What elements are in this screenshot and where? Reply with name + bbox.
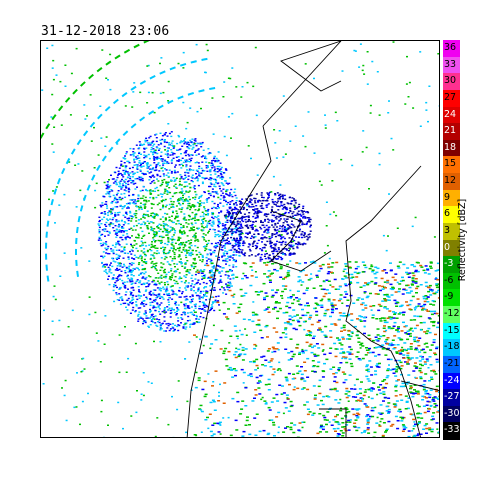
- colorbar-swatch: [443, 422, 460, 440]
- echo-layer: [41, 41, 439, 437]
- colorbar-tick-label: -27: [444, 391, 460, 403]
- colorbar-tick-label: -9: [444, 291, 454, 303]
- colorbar-swatch: [443, 222, 460, 240]
- border-line: [345, 165, 422, 437]
- colorbar-swatch: [443, 239, 460, 257]
- range-ring-arc: [75, 87, 216, 277]
- colorbar-swatch: [443, 289, 460, 307]
- colorbar-swatch: [443, 173, 460, 191]
- colorbar-tick-label: 27: [444, 91, 457, 103]
- colorbar-swatch: [443, 322, 460, 340]
- border-line: [270, 210, 332, 272]
- timestamp: 31-12-2018 23:06: [41, 24, 170, 39]
- colorbar-swatch: [443, 123, 460, 141]
- colorbar-swatch: [443, 89, 460, 107]
- colorbar-swatch: [443, 156, 460, 174]
- colorbar-tick-label: -6: [444, 274, 454, 286]
- colorbar-tick-label: -24: [444, 374, 460, 386]
- colorbar-tick-label: 3: [444, 224, 451, 236]
- colorbar-swatch: [443, 73, 460, 91]
- colorbar-swatch: [443, 106, 460, 124]
- colorbar-swatch: [443, 189, 460, 207]
- colorbar-tick-label: -30: [444, 407, 460, 419]
- colorbar-tick-label: 33: [444, 58, 457, 70]
- colorbar-swatch: [443, 272, 460, 290]
- colorbar-swatch: [443, 355, 460, 373]
- colorbar-tick-label: -18: [444, 341, 460, 353]
- colorbar-swatch: [443, 139, 460, 157]
- colorbar-label: Reflectivity [dBZ]: [457, 198, 468, 282]
- colorbar-swatch: [443, 206, 460, 224]
- colorbar-swatch: [443, 256, 460, 274]
- border-line: [280, 41, 342, 92]
- colorbar-tick-label: 36: [444, 42, 457, 53]
- radar-map: [40, 40, 440, 438]
- border-line: [400, 380, 439, 391]
- colorbar-tick-label: 18: [444, 141, 457, 153]
- colorbar-swatch: [443, 389, 460, 407]
- colorbar-tick-label: 0: [444, 241, 451, 253]
- radar-canvas: [41, 41, 439, 437]
- colorbar-tick-label: -3: [444, 258, 454, 270]
- colorbar-swatch: [443, 40, 460, 58]
- colorbar-tick-label: -12: [444, 308, 460, 319]
- colorbar-swatch: [443, 405, 460, 423]
- colorbar-tick-label: -15: [444, 324, 460, 336]
- border-line: [186, 125, 272, 437]
- colorbar: 36 33 30 27 24 21 18 15 12 9 6 3 0 -3 -6 -9 -12 -15 -18 -21…: [443, 40, 460, 440]
- colorbar-tick-label: 21: [444, 125, 457, 137]
- colorbar-tick-label: -21: [444, 357, 460, 369]
- colorbar-tick-label: 12: [444, 175, 457, 186]
- colorbar-tick-label: 6: [444, 208, 451, 220]
- colorbar-swatch: [443, 56, 460, 74]
- colorbar-swatch: [443, 372, 460, 390]
- range-ring-arc: [41, 41, 150, 140]
- colorbar-swatch: [443, 306, 460, 324]
- border-line: [319, 408, 347, 437]
- range-ring-arc: [45, 57, 211, 282]
- border-line: [262, 41, 342, 127]
- colorbar-tick-label: 30: [444, 75, 457, 87]
- colorbar-tick-label: -33: [444, 424, 460, 436]
- colorbar-tick-label: 9: [444, 191, 451, 203]
- colorbar-tick-label: 24: [444, 108, 457, 120]
- colorbar-swatch: [443, 339, 460, 357]
- colorbar-tick-label: 15: [444, 158, 457, 170]
